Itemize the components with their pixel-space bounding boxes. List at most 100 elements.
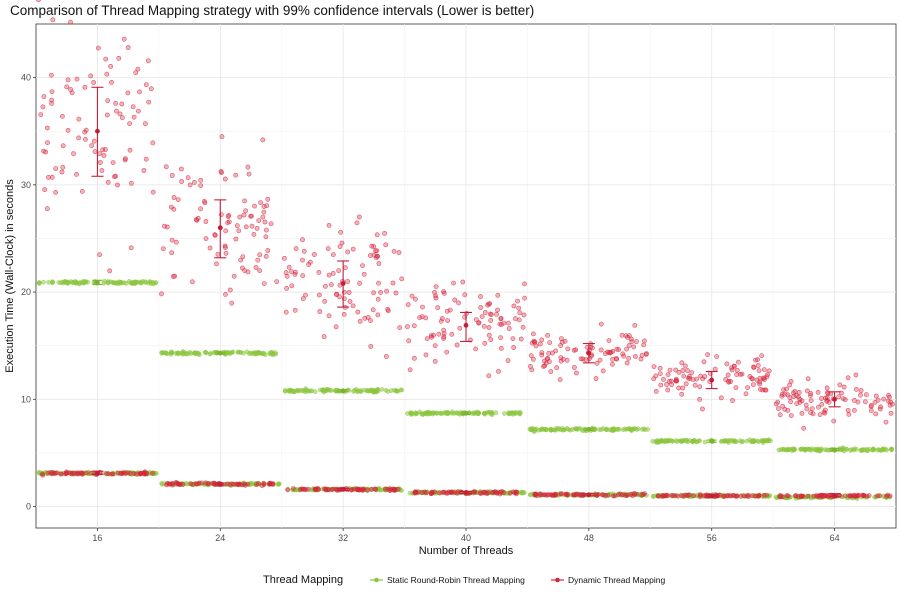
static-point: [549, 427, 554, 433]
ci-mean: [217, 350, 223, 356]
dynamic-point: [486, 332, 492, 338]
dynamic-point: [482, 340, 488, 346]
dynamic-point: [653, 373, 659, 379]
dynamic-point: [385, 486, 390, 492]
dynamic-point: [424, 336, 430, 342]
static-point: [207, 351, 213, 357]
dynamic-point: [452, 297, 458, 303]
dynamic-point: [345, 279, 350, 284]
x-tick-label: 48: [584, 533, 594, 543]
dynamic-point: [741, 493, 747, 499]
dynamic-point: [117, 111, 123, 117]
dynamic-point: [819, 401, 825, 407]
dynamic-point: [816, 404, 821, 410]
dynamic-point: [116, 55, 122, 61]
dynamic-point: [697, 494, 703, 500]
dynamic-point: [821, 409, 827, 415]
dynamic-point: [791, 394, 797, 399]
dynamic-point: [257, 252, 263, 258]
static-point: [815, 446, 820, 452]
static-point: [159, 481, 165, 487]
static-point: [374, 388, 379, 393]
dynamic-point: [423, 352, 429, 358]
dynamic-point: [432, 289, 437, 295]
dynamic-point: [734, 493, 740, 499]
dynamic-point: [565, 492, 571, 498]
dynamic-point: [299, 486, 305, 492]
dynamic-point: [823, 395, 828, 401]
static-point: [489, 412, 495, 417]
dynamic-point: [284, 285, 289, 291]
ci-mean: [463, 322, 469, 328]
dynamic-point: [804, 406, 810, 412]
dynamic-point: [679, 493, 685, 499]
dynamic-point: [552, 491, 558, 497]
dynamic-point: [788, 413, 794, 418]
dynamic-point: [261, 281, 267, 286]
dynamic-point: [760, 387, 766, 393]
dynamic-point: [65, 127, 71, 133]
dynamic-point: [577, 492, 582, 498]
dynamic-point: [817, 412, 823, 418]
dynamic-point: [873, 411, 879, 417]
static-point: [123, 281, 129, 286]
dynamic-point: [517, 310, 523, 316]
static-point: [510, 411, 516, 417]
dynamic-point: [788, 399, 793, 405]
static-point: [744, 438, 750, 444]
dynamic-point: [852, 407, 857, 413]
dynamic-point: [289, 283, 295, 289]
static-point: [819, 446, 824, 452]
dynamic-point: [383, 242, 389, 248]
dynamic-point: [338, 229, 344, 235]
static-point: [268, 350, 274, 355]
dynamic-point: [130, 104, 136, 110]
dynamic-point: [382, 230, 387, 236]
dynamic-point: [417, 315, 422, 320]
dynamic-point: [104, 471, 109, 477]
dynamic-point: [490, 489, 496, 495]
dynamic-point: [451, 490, 457, 496]
dynamic-point: [718, 395, 724, 401]
legend-key-dynamic-dot: [555, 577, 560, 583]
dynamic-point: [664, 382, 669, 387]
dynamic-point: [464, 310, 469, 316]
dynamic-point: [478, 305, 484, 310]
dynamic-point: [170, 482, 175, 488]
dynamic-point: [479, 314, 485, 319]
static-point: [290, 388, 296, 394]
static-point: [160, 350, 166, 355]
dynamic-point: [808, 410, 813, 416]
dynamic-point: [115, 182, 120, 188]
y-axis-title: Execution Time (Wall-Clock) in seconds: [4, 179, 16, 373]
dynamic-point: [223, 291, 228, 297]
ci-mean: [340, 281, 346, 286]
dynamic-point: [764, 492, 769, 498]
dynamic-point: [178, 166, 184, 172]
dynamic-point: [330, 252, 336, 258]
dynamic-point: [773, 401, 779, 407]
x-tick-label: 56: [707, 533, 717, 543]
dynamic-point: [476, 320, 481, 326]
static-point: [152, 280, 158, 286]
static-point: [181, 351, 187, 357]
dynamic-point: [45, 140, 50, 145]
dynamic-point: [487, 311, 493, 317]
dynamic-point: [397, 325, 403, 330]
static-point: [388, 388, 394, 393]
dynamic-point: [137, 89, 142, 95]
dynamic-point: [456, 300, 461, 306]
dynamic-point: [207, 245, 213, 251]
static-point: [807, 447, 813, 452]
dynamic-point: [254, 225, 260, 231]
dynamic-point: [375, 296, 381, 302]
dynamic-point: [841, 384, 847, 390]
static-point: [246, 351, 252, 356]
dynamic-point: [682, 363, 688, 369]
static-point: [625, 426, 631, 432]
dynamic-point: [361, 271, 367, 277]
dynamic-point: [836, 394, 842, 400]
dynamic-point: [219, 170, 224, 176]
legend: Thread Mapping Static Round-Robin Thread…: [263, 574, 665, 586]
static-point: [564, 426, 570, 431]
